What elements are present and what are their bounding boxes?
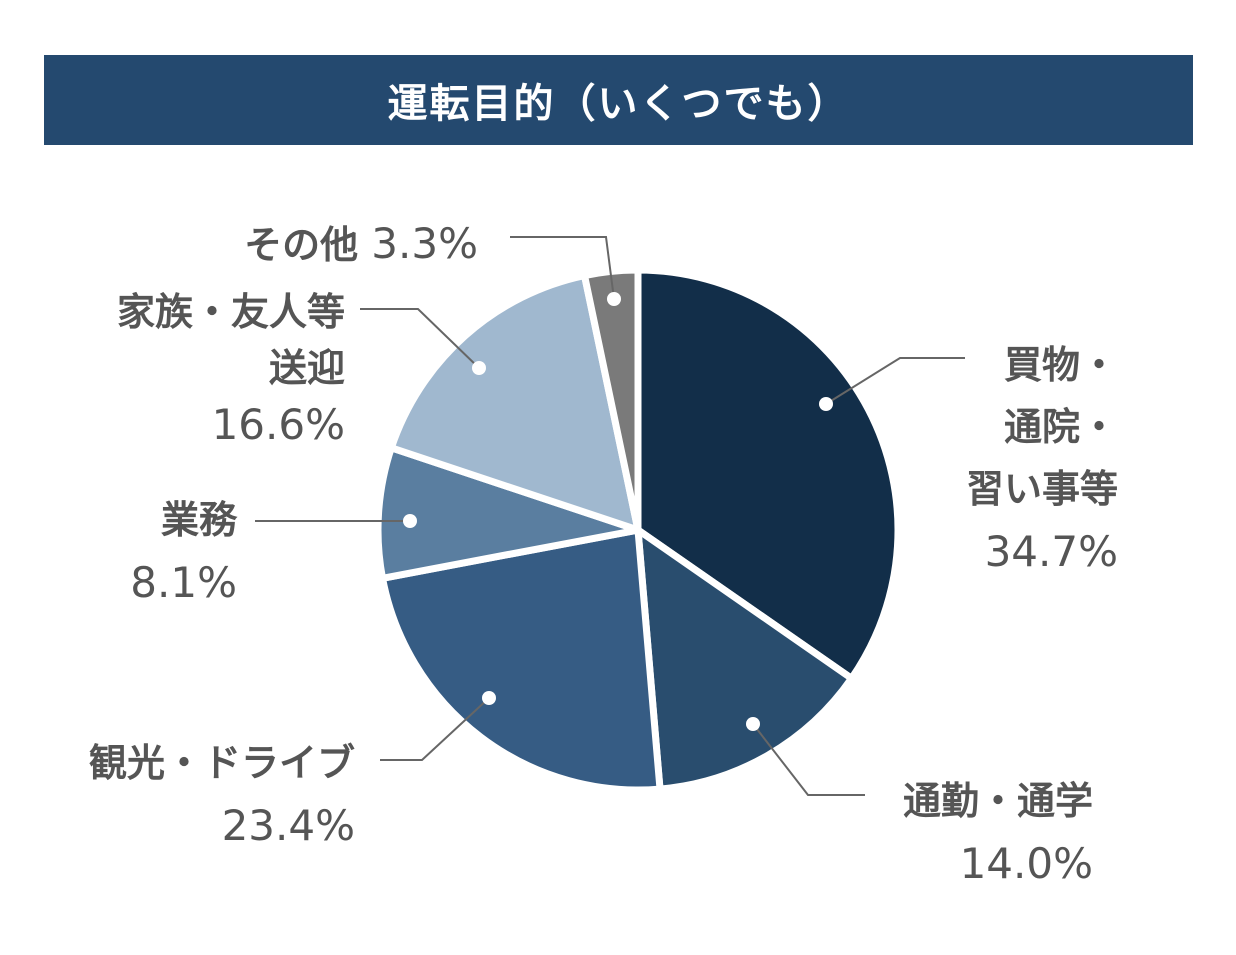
leader-line-5 [510,236,615,300]
title-bar: 運転目的（いくつでも） [44,55,1193,145]
slice-label-percent-2: 23.4% [222,801,355,850]
leader-dot-3 [403,514,417,528]
slice-labels: 買物・通院・習い事等 34.7% 通勤・通学 14.0% 観光・ドライブ 23.4% 業務 8… [89,219,1118,888]
slice-label-name-0-0: 買物・ [1004,343,1118,387]
slice-label-percent-0: 34.7% [985,527,1118,576]
pie-slice-4 [387,272,642,534]
slice-label-name-3-0: 業務 [161,498,238,542]
pie-slice-2 [379,526,664,794]
leader-dot-1 [746,717,760,731]
pie-slice-0 [634,266,902,682]
leader-dot-2 [482,691,496,705]
slice-label-5: その他 3.3% [244,219,478,268]
leader-line-2 [380,697,490,761]
slice-label-name-1-0: 通勤・通学 [903,779,1093,823]
leader-line-1 [752,723,865,796]
leader-lines [255,236,965,796]
slice-label-name-4-0: 家族・友人等 [117,290,345,334]
leader-dot-0 [819,397,833,411]
slice-label-name-4-1: 送迎 [269,346,345,390]
leader-dot-5 [607,292,621,306]
chart-title: 運転目的（いくつでも） [387,81,850,127]
slice-label-percent-3: 8.1% [130,558,237,607]
pie-slice-1 [634,526,856,793]
leader-line-4 [360,308,480,369]
slice-label-name-2-0: 観光・ドライブ [89,741,355,785]
slice-label-name-0-1: 通院・ [1004,405,1118,449]
slice-label-name-0-2: 習い事等 [966,467,1118,511]
slice-label-percent: 3.3% [371,219,478,268]
slice-label-name: その他 [244,223,371,267]
slice-label-percent-1: 14.0% [960,839,1093,888]
leader-dot-4 [472,361,486,375]
pie-slices [374,266,902,794]
slice-label-percent-4: 16.6% [212,400,345,449]
leader-line-0 [825,357,965,405]
pie-slice-3 [374,444,642,582]
